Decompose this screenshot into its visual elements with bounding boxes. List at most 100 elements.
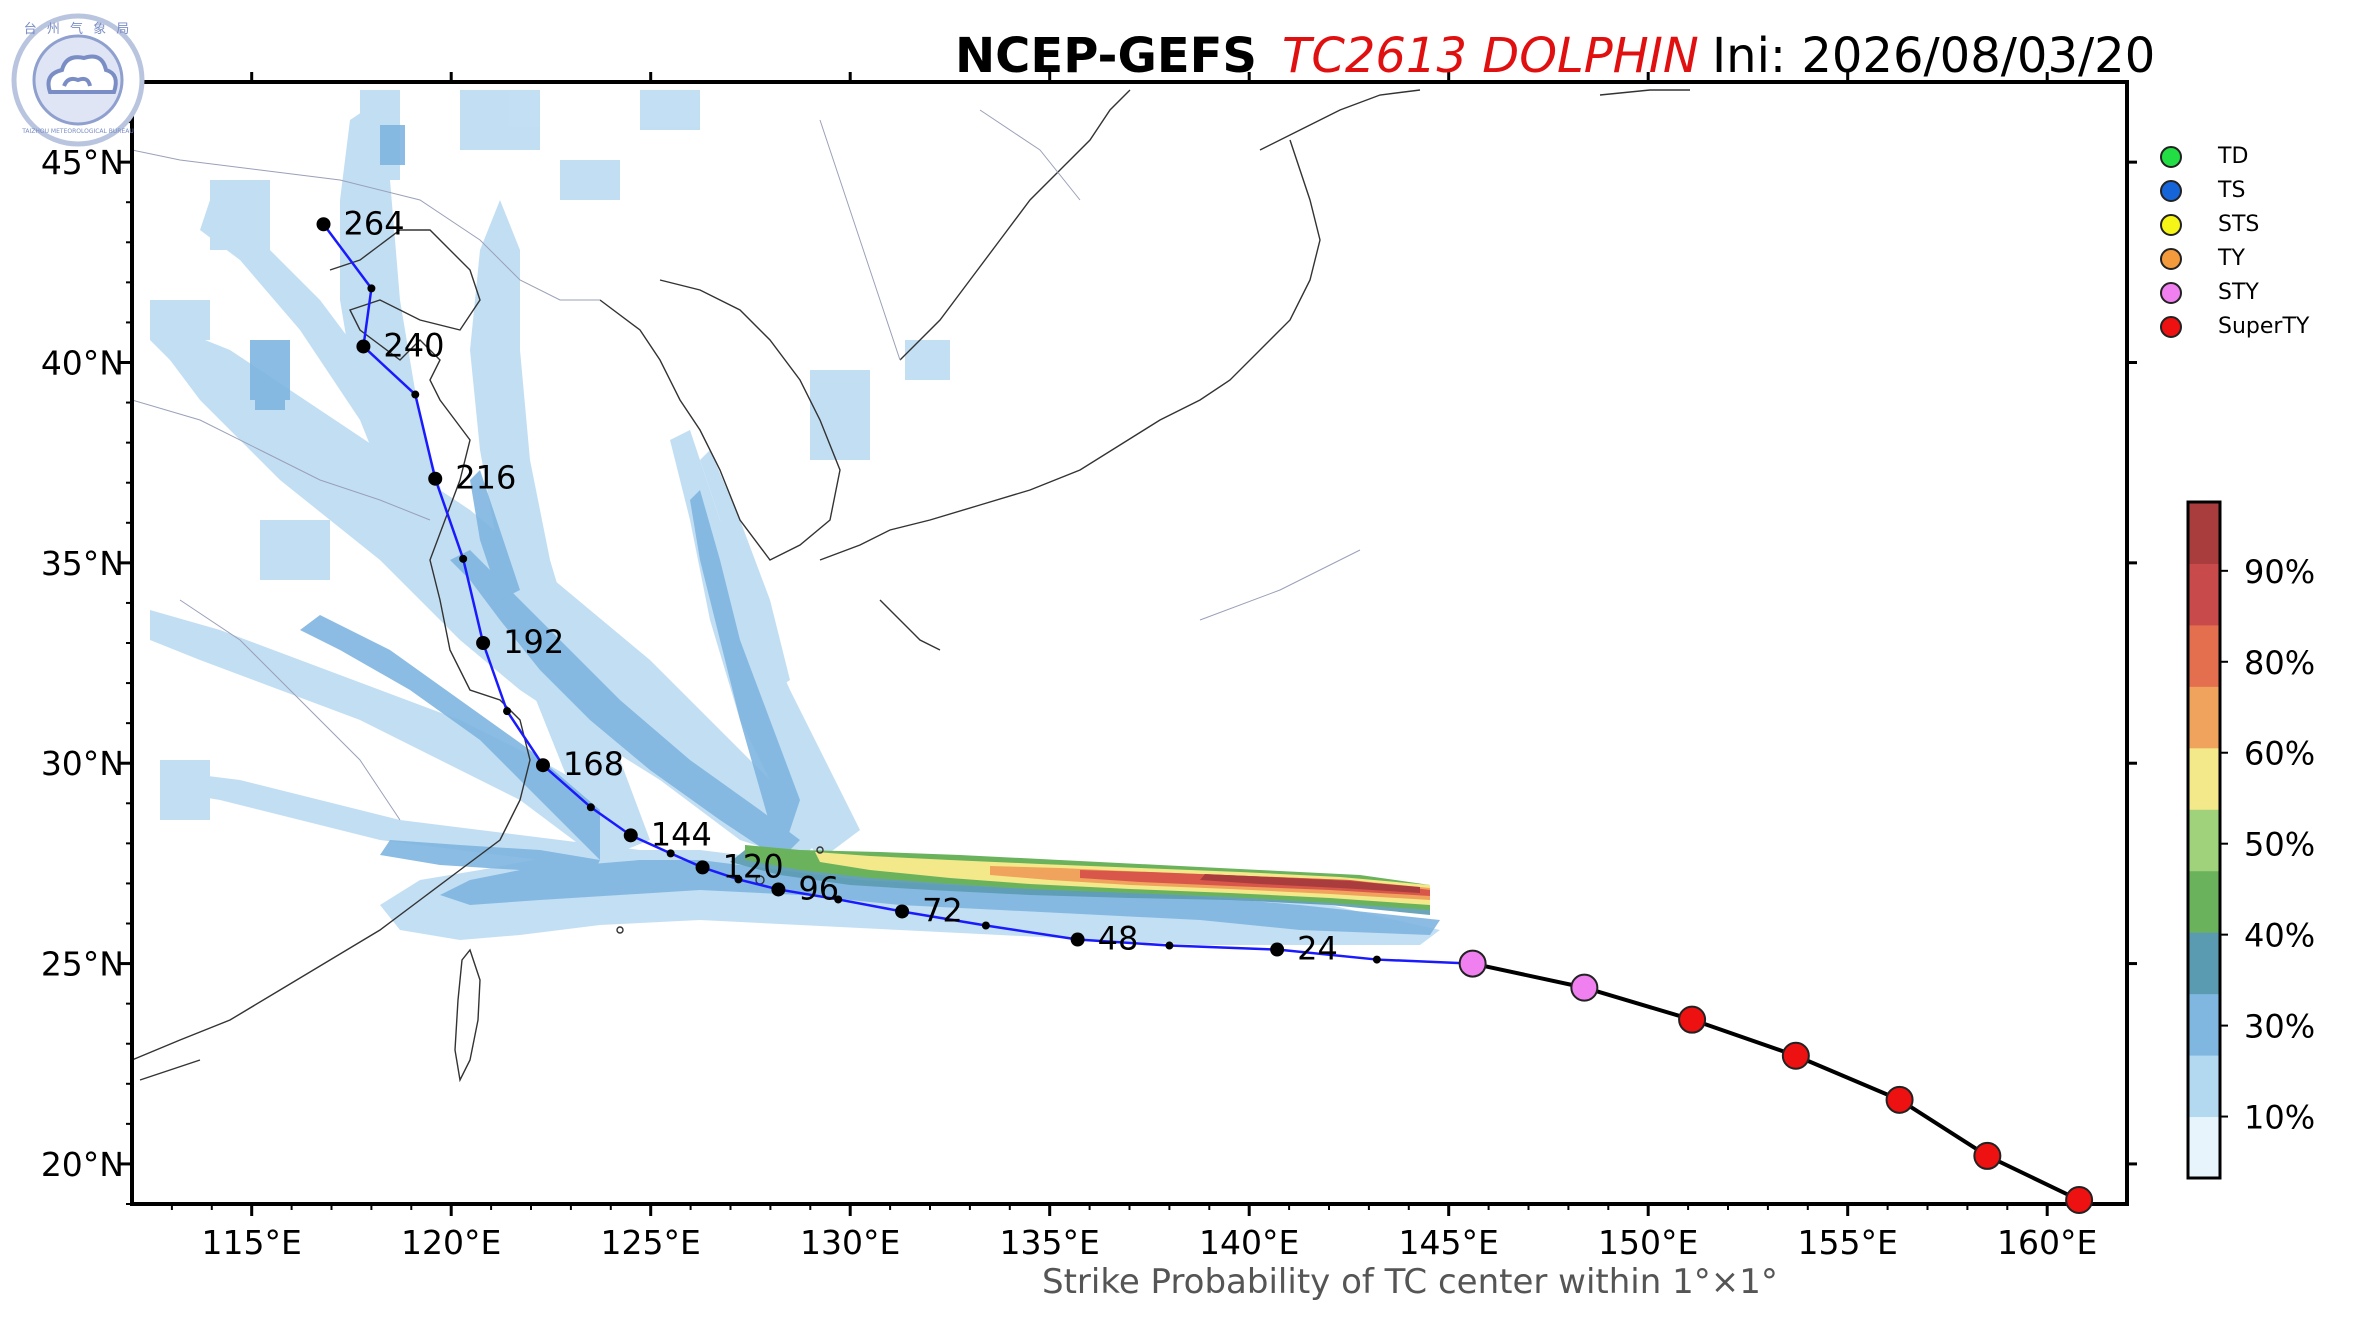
forecast-hour-label: 168 — [563, 745, 624, 783]
forecast-point — [1270, 942, 1285, 957]
forecast-point-minor — [1372, 955, 1381, 964]
lon-label: 120°E — [401, 1223, 501, 1262]
spread-90pct — [1200, 874, 1420, 893]
forecast-point — [356, 339, 371, 354]
colorbar-segment — [2188, 502, 2220, 564]
coastline — [132, 89, 1690, 1083]
lat-label: 20°N — [41, 1145, 124, 1184]
logo-text: 台 州 气 象 局 — [23, 22, 133, 37]
lat-label: 45°N — [41, 143, 124, 182]
forecast-hour-label: 72 — [922, 891, 963, 929]
lon-label: 150°E — [1598, 1223, 1698, 1262]
legend-item: STY — [2160, 278, 2361, 310]
forecast-hour-label: 24 — [1297, 930, 1338, 968]
observed-position-marker — [1781, 1041, 1810, 1070]
tracks: 24 48 72 96 120 144 168 192 216 240 264 — [316, 204, 2094, 1214]
forecast-point-minor — [411, 390, 420, 399]
lon-label: 145°E — [1399, 1223, 1499, 1262]
forecast-point — [695, 860, 710, 875]
forecast-point-minor — [981, 921, 990, 930]
colorbar-segment — [2188, 747, 2220, 810]
forecast-hour-label: 240 — [383, 326, 444, 364]
colorbar-segment — [2188, 1055, 2220, 1118]
legend-item: STS — [2160, 210, 2361, 242]
forecast-point-minor — [666, 849, 675, 858]
forecast-hour-label: 144 — [651, 815, 712, 853]
colorbar-segment — [2188, 870, 2220, 933]
forecast-point — [623, 828, 638, 843]
colorbar-label: 90% — [2244, 553, 2315, 591]
legend-label: STS — [2218, 212, 2260, 237]
forecast-point-minor — [586, 803, 595, 812]
colorbar-segment — [2188, 1116, 2220, 1179]
lat-label: 30°N — [41, 744, 124, 783]
colorbar-segment — [2188, 563, 2220, 626]
lon-label: 115°E — [202, 1223, 302, 1262]
forecast-point — [771, 882, 786, 897]
forecast-hour-label: 264 — [344, 204, 405, 242]
observed-position-marker — [1973, 1141, 2002, 1170]
lon-label: 125°E — [601, 1223, 701, 1262]
ensemble-spread — [150, 90, 1440, 945]
colorbar-label: 10% — [2244, 1099, 2315, 1137]
legend-item: TY — [2160, 244, 2361, 276]
forecast-hour-label: 96 — [798, 869, 839, 907]
forecast-point-minor — [834, 895, 843, 904]
spread-core — [250, 125, 1440, 935]
lon-label: 160°E — [1997, 1223, 2097, 1262]
forecast-point — [1070, 932, 1085, 947]
forecast-point-minor — [734, 875, 743, 884]
observed-position-marker — [1678, 1005, 1707, 1034]
lon-label: 140°E — [1199, 1223, 1299, 1262]
colorbar-frame — [2186, 500, 2222, 1180]
forecast-point-minor — [503, 707, 512, 716]
colorbar-segment — [2188, 993, 2220, 1056]
legend-marker — [2160, 146, 2182, 168]
forecast-hour-label: 216 — [455, 459, 516, 497]
lat-label: 40°N — [41, 344, 124, 383]
colorbar-segment — [2188, 932, 2220, 995]
storm-title: TC2613 DOLPHIN — [1282, 28, 1699, 84]
legend-marker — [2160, 180, 2182, 202]
forecast-point — [476, 636, 491, 650]
borders — [132, 109, 1361, 821]
forecast-hour-label: 120 — [723, 847, 784, 885]
lat-label: 25°N — [41, 945, 124, 984]
observed-position-marker — [2065, 1185, 2094, 1214]
init-time: Ini: 2026/08/03/20 — [1712, 28, 2156, 84]
forecast-point-minor — [459, 554, 468, 563]
map-area — [132, 82, 2127, 1204]
legend-label: TS — [2218, 178, 2246, 203]
colorbar: 10% 30% 40% 50% 60% 80% 90% — [2186, 500, 2315, 1180]
axes: 115°E 120°E 125°E 130°E 135°E 140°E 145°E 150°E… — [41, 72, 2137, 1262]
model-title: NCEP-GEFS — [955, 28, 1257, 84]
legend-item: TD — [2160, 142, 2361, 174]
legend-label: SuperTY — [2218, 314, 2310, 339]
forecast-point — [535, 758, 550, 773]
forecast-point — [428, 471, 443, 486]
forecast-point-minor — [1165, 941, 1174, 950]
observed-position-marker — [1458, 949, 1487, 978]
colorbar-segment — [2188, 809, 2220, 872]
legend-marker — [2160, 248, 2182, 270]
observed-position-marker — [1885, 1085, 1914, 1114]
forecast-point-minor — [367, 284, 376, 293]
legend-label: TY — [2218, 246, 2245, 271]
lon-label: 155°E — [1798, 1223, 1898, 1262]
legend-item: TS — [2160, 176, 2361, 208]
colorbar-segment — [2188, 686, 2220, 749]
legend-label: STY — [2218, 280, 2259, 305]
colorbar-label: 40% — [2244, 917, 2315, 955]
legend-marker — [2160, 282, 2182, 304]
lon-label: 130°E — [800, 1223, 900, 1262]
forecast-hour-label: 192 — [503, 623, 564, 661]
colorbar-segment — [2188, 624, 2220, 687]
legend-item: SuperTY — [2160, 312, 2361, 344]
lat-label: 35°N — [41, 544, 124, 583]
observed-position-marker — [1570, 973, 1599, 1002]
legend-label: TD — [2218, 144, 2249, 169]
colorbar-label: 60% — [2244, 735, 2315, 773]
logo-subtext: TAIZHOU METEOROLOGICAL BUREAU — [22, 128, 134, 135]
bureau-logo: 台 州 气 象 局 TAIZHOU METEOROLOGICAL BUREAU — [8, 10, 148, 150]
